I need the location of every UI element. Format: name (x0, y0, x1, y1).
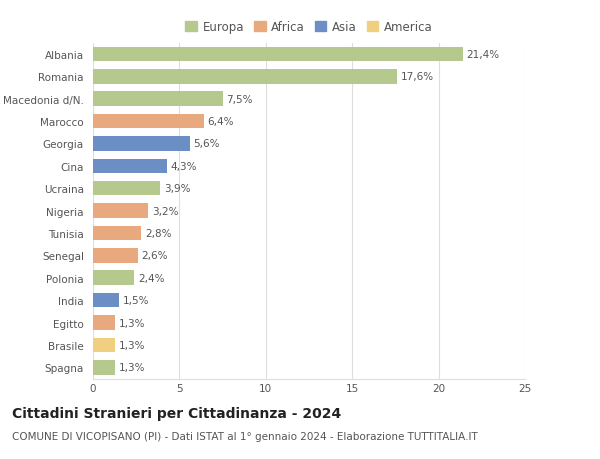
Text: 2,8%: 2,8% (145, 229, 172, 239)
Bar (93, 115, 203, 129)
Text: 1,3%: 1,3% (119, 340, 145, 350)
Text: 4,3%: 4,3% (171, 162, 197, 172)
Text: 7,5%: 7,5% (226, 95, 253, 105)
Text: 3,2%: 3,2% (152, 206, 178, 216)
Text: 17,6%: 17,6% (401, 72, 434, 82)
Bar (93, 137, 190, 151)
Text: Cittadini Stranieri per Cittadinanza - 2024: Cittadini Stranieri per Cittadinanza - 2… (12, 406, 341, 420)
Text: 5,6%: 5,6% (193, 139, 220, 149)
Bar (93, 92, 223, 106)
Text: 2,6%: 2,6% (142, 251, 168, 261)
Legend: Europa, Africa, Asia, America: Europa, Africa, Asia, America (185, 22, 433, 34)
Bar (93, 204, 148, 218)
Text: 21,4%: 21,4% (466, 50, 499, 60)
Text: 1,3%: 1,3% (119, 363, 145, 373)
Text: 2,4%: 2,4% (138, 273, 164, 283)
Text: COMUNE DI VICOPISANO (PI) - Dati ISTAT al 1° gennaio 2024 - Elaborazione TUTTITA: COMUNE DI VICOPISANO (PI) - Dati ISTAT a… (12, 431, 478, 442)
Bar (93, 226, 142, 241)
Bar (93, 70, 397, 84)
Bar (93, 293, 119, 308)
Text: 6,4%: 6,4% (207, 117, 233, 127)
Bar (93, 182, 160, 196)
Text: 1,3%: 1,3% (119, 318, 145, 328)
Bar (93, 271, 134, 285)
Bar (93, 360, 115, 375)
Text: 1,5%: 1,5% (122, 296, 149, 306)
Bar (93, 316, 115, 330)
Bar (93, 48, 463, 62)
Bar (93, 338, 115, 353)
Bar (93, 249, 138, 263)
Text: 3,9%: 3,9% (164, 184, 190, 194)
Bar (93, 159, 167, 174)
